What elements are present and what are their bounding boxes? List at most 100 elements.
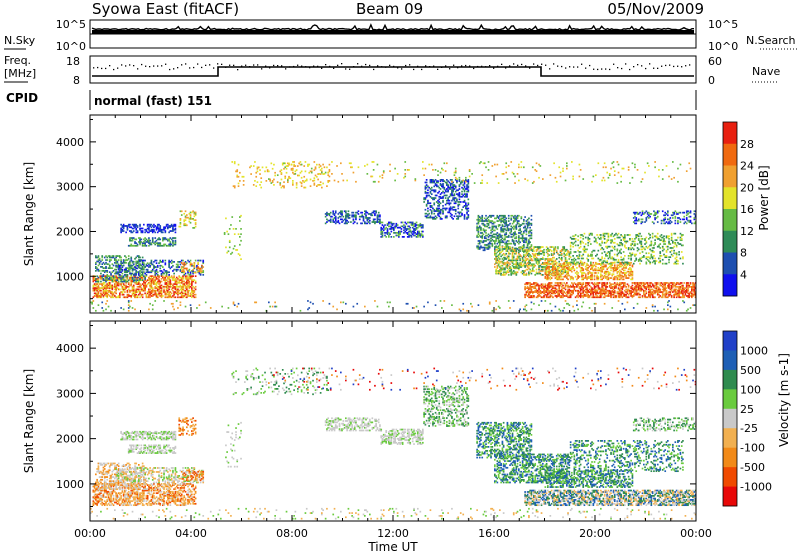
power-cell [129,284,131,287]
power-cell [596,292,598,295]
power-cell [188,284,191,287]
power-cell [679,292,682,295]
power-cell [129,271,131,274]
power-cell [675,293,678,296]
power-cell [501,217,504,220]
power-cell [463,180,466,183]
power-cell [328,170,331,173]
power-cell [115,289,117,292]
power-cell [371,214,374,217]
nave-point [137,68,139,70]
power-cell [377,215,380,218]
power-cell [462,206,465,209]
nave-point [265,65,267,67]
power-cell [430,193,433,196]
power-cell [463,181,466,184]
power-cell [645,292,648,295]
power-cell [519,262,521,264]
power-cell [303,175,306,178]
power-cell [577,289,579,292]
power-cell [613,291,616,293]
power-cell [538,287,540,290]
power-cell [512,225,515,228]
power-cell [552,254,554,256]
power-cell [386,230,389,233]
power-cell [564,284,567,287]
power-cell [346,215,348,218]
power-cell [512,220,515,222]
power-cell [611,291,614,293]
power-cell [525,246,528,249]
power-cell [239,180,241,182]
power-cell [117,268,120,271]
power-cell [578,286,581,288]
power-cell [530,222,533,225]
power-cell [505,224,508,226]
power-cell [97,270,100,272]
power-cell [163,291,165,293]
power-cell [499,246,501,248]
power-cell [529,230,531,233]
power-cell [192,292,194,295]
power-cell [366,222,369,225]
power-cell [101,287,104,289]
power-cell [480,226,482,229]
power-cell [150,278,153,280]
power-cell [252,165,255,167]
power-cell [192,264,194,267]
power-cell [92,280,95,283]
power-cell [549,258,552,260]
power-cell [442,212,444,215]
power-cell [456,180,458,183]
power-cell [408,230,410,233]
power-cell [132,292,135,295]
power-cell [507,259,510,262]
power-cell [115,256,117,259]
power-cell [138,279,140,282]
power-cell [164,281,167,284]
power-cell [95,284,97,287]
power-cell [400,225,403,228]
power-cell [502,220,505,222]
power-cell [106,289,109,292]
power-cell [150,284,153,287]
power-cell [135,261,138,263]
power-cell [198,267,201,270]
power-cell [512,272,515,275]
power-cell [616,291,619,293]
power-cell [130,257,133,260]
power-cell [115,268,117,271]
power-cell [451,193,453,196]
power-cell [553,270,555,273]
power-cell [187,216,189,219]
power-cell [188,281,191,284]
power-cell [375,211,377,214]
power-cell [463,199,466,202]
power-cell [376,219,379,222]
power-cell [303,165,306,167]
power-cell [337,217,340,219]
power-cell [173,237,175,239]
power-cell [564,250,567,252]
power-cell [613,287,616,290]
power-cell [673,289,675,292]
power-cell [442,199,444,202]
power-cell [179,288,182,291]
power-cell [382,229,385,232]
power-cell [518,268,520,271]
power-cell [611,293,614,296]
power-cell [139,238,141,241]
power-cell [559,265,562,268]
power-cell [595,288,597,291]
power-cell [179,279,182,282]
power-cell [501,267,504,270]
power-cell [458,212,461,215]
power-cell [494,236,496,238]
power-cell [560,256,563,259]
power-cell [526,283,529,286]
power-cell [174,228,177,231]
power-cell [544,287,547,290]
power-cell [454,210,457,212]
power-cell [542,284,544,287]
power-cell [132,227,135,230]
